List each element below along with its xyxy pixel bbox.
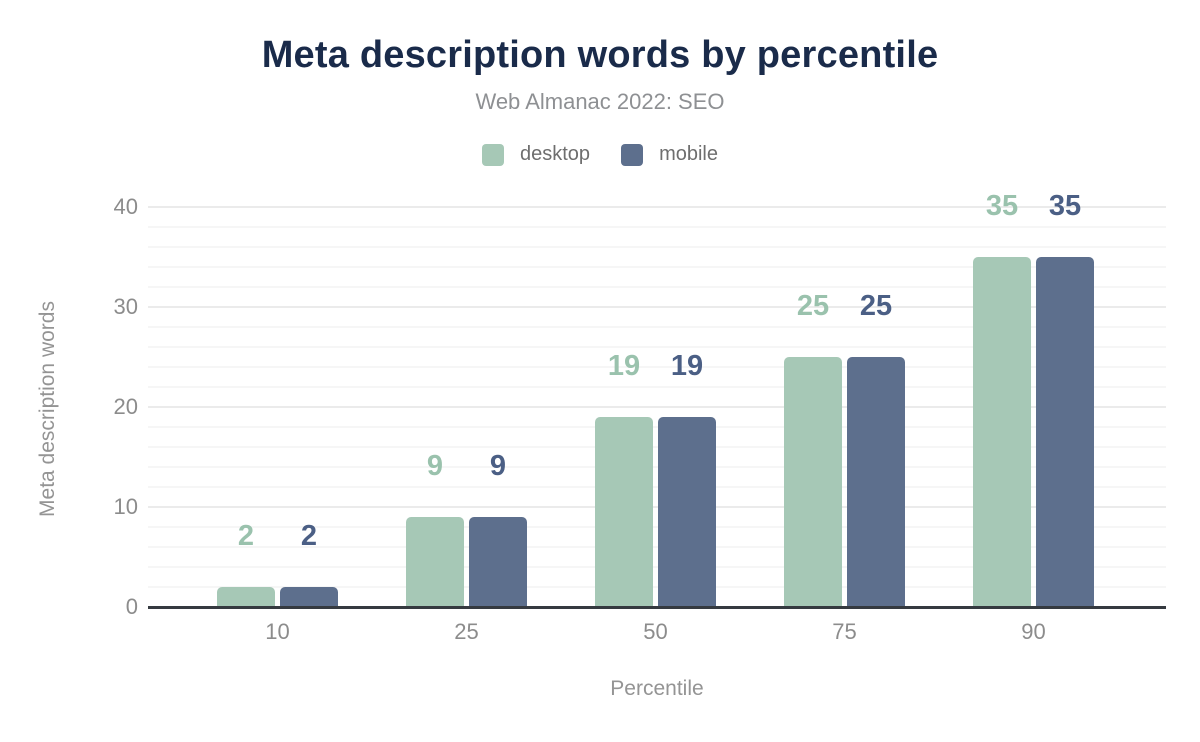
plot-area: 0 10 20 30 40 10 2 2 25 9 9 50 19 19 75 25 25 90 35 35 — [114, 190, 1166, 644]
legend-item-mobile[interactable]: mobile — [621, 143, 718, 166]
minor-gridline — [148, 226, 1166, 228]
legend-label: mobile — [659, 143, 718, 165]
x-axis-tick-label: 75 — [832, 619, 857, 644]
y-axis-title: Meta description words — [36, 301, 59, 517]
desktop-bar[interactable] — [406, 517, 464, 607]
minor-gridline — [148, 426, 1166, 428]
x-axis-line — [148, 606, 1166, 609]
minor-gridline — [148, 366, 1166, 368]
minor-gridline — [148, 386, 1166, 388]
legend-item-desktop[interactable]: desktop — [482, 143, 590, 166]
desktop-bar[interactable] — [217, 587, 275, 607]
major-gridline — [148, 406, 1166, 408]
mobile-value-label: 9 — [489, 450, 507, 483]
y-axis-tick-label: 20 — [113, 394, 138, 419]
mobile-bar[interactable] — [469, 517, 527, 607]
minor-gridline — [148, 586, 1166, 588]
minor-gridline — [148, 346, 1166, 348]
y-axis-tick-label: 0 — [125, 594, 138, 619]
chart-subtitle: Web Almanac 2022: SEO — [475, 89, 725, 114]
mobile-swatch-icon — [621, 143, 644, 166]
desktop-bar[interactable] — [784, 357, 842, 607]
minor-gridline — [148, 486, 1166, 488]
y-axis-tick-label: 40 — [113, 194, 138, 219]
x-axis-title: Percentile — [610, 677, 704, 700]
x-axis-tick-label: 50 — [643, 619, 668, 644]
x-axis-tick-label: 25 — [454, 619, 479, 644]
major-gridline — [148, 306, 1166, 308]
x-axis-tick-label: 10 — [265, 619, 290, 644]
minor-gridline — [148, 566, 1166, 568]
chart-title: Meta description words by percentile — [261, 34, 939, 76]
minor-gridline — [148, 326, 1166, 328]
mobile-value-label: 25 — [859, 290, 893, 323]
desktop-bar[interactable] — [973, 257, 1031, 607]
desktop-value-label: 9 — [426, 450, 444, 483]
minor-gridline — [148, 526, 1166, 528]
mobile-value-label: 2 — [300, 520, 318, 553]
minor-gridline — [148, 266, 1166, 268]
desktop-bar[interactable] — [595, 417, 653, 607]
major-gridline — [148, 206, 1166, 208]
mobile-bar[interactable] — [658, 417, 716, 607]
minor-gridline — [148, 446, 1166, 448]
y-axis-tick-label: 30 — [113, 294, 138, 319]
legend-label: desktop — [520, 143, 591, 165]
minor-gridline — [148, 546, 1166, 548]
desktop-value-label: 2 — [237, 520, 255, 553]
minor-gridline — [148, 286, 1166, 288]
desktop-value-label: 25 — [796, 290, 830, 323]
x-axis-tick-label: 90 — [1021, 619, 1046, 644]
legend: desktop mobile — [0, 143, 1200, 166]
desktop-swatch-icon — [482, 143, 504, 166]
major-gridline — [148, 506, 1166, 508]
desktop-value-label: 35 — [985, 190, 1019, 223]
mobile-value-label: 19 — [670, 350, 704, 383]
mobile-bar[interactable] — [847, 357, 905, 607]
mobile-value-label: 35 — [1048, 190, 1082, 223]
minor-gridline — [148, 246, 1166, 248]
minor-gridline — [148, 466, 1166, 468]
mobile-bar[interactable] — [280, 587, 338, 607]
desktop-value-label: 19 — [607, 350, 641, 383]
mobile-bar[interactable] — [1036, 257, 1094, 607]
y-axis-tick-label: 10 — [113, 494, 138, 519]
